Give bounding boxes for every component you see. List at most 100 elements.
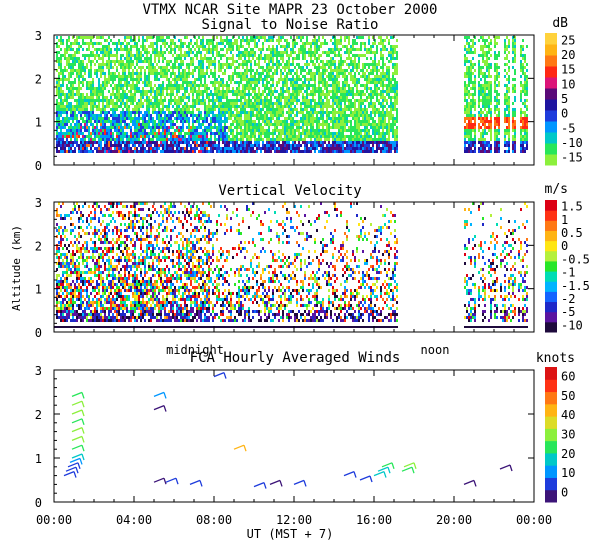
snr-cell — [64, 99, 66, 102]
snr-cell — [244, 111, 246, 114]
snr-cell — [316, 90, 318, 93]
snr-cell — [376, 75, 378, 78]
snr-cell — [244, 48, 246, 51]
snr-cell — [124, 45, 126, 48]
snr-cell — [166, 150, 168, 153]
figure-title: VTMX NCAR Site MAPR 23 October 2000 — [142, 2, 437, 18]
snr-cell — [186, 87, 188, 90]
snr-cell — [320, 123, 322, 126]
snr-cell — [378, 111, 380, 114]
snr-cell — [126, 78, 128, 81]
snr-cell — [200, 66, 202, 69]
snr-cell — [162, 135, 164, 138]
snr-cell — [300, 48, 302, 51]
snr-cell — [254, 132, 256, 135]
snr-cell — [174, 129, 176, 132]
snr-cell — [348, 135, 350, 138]
snr-cell — [268, 108, 270, 111]
snr-cell — [392, 114, 394, 117]
snr-cell — [120, 96, 122, 99]
snr-cell — [180, 147, 182, 150]
snr-cell — [70, 93, 72, 96]
snr-cell — [268, 87, 270, 90]
snr-cell — [212, 60, 214, 63]
snr-cell — [80, 144, 82, 147]
snr-cell — [264, 111, 266, 114]
snr-cell — [344, 120, 346, 123]
snr-cell — [298, 54, 300, 57]
snr-cell — [156, 45, 158, 48]
snr-cell — [96, 147, 98, 150]
snr-cell — [260, 51, 262, 54]
snr-cell — [270, 105, 272, 108]
snr-cell — [148, 120, 150, 123]
snr-cell — [366, 144, 368, 147]
snr-cell — [272, 105, 274, 108]
snr-cell — [136, 51, 138, 54]
snr-cell — [276, 120, 278, 123]
snr-cell — [262, 36, 264, 39]
snr-cell — [318, 150, 320, 153]
snr-cell — [316, 102, 318, 105]
snr-cell — [242, 36, 244, 39]
snr-cell — [94, 147, 96, 150]
snr-cell — [258, 138, 260, 141]
snr-cell — [250, 144, 252, 147]
snr-cell — [198, 63, 200, 66]
snr-cell — [118, 90, 120, 93]
snr-cell — [76, 42, 78, 45]
snr-cell — [98, 129, 100, 132]
snr-cell — [340, 72, 342, 75]
snr-cell — [330, 72, 332, 75]
snr-cell — [326, 42, 328, 45]
snr-cell — [206, 144, 208, 147]
snr-cell — [300, 111, 302, 114]
snr-cell — [216, 90, 218, 93]
snr-cell — [176, 135, 178, 138]
snr-cell — [244, 93, 246, 96]
snr-cell — [116, 135, 118, 138]
snr-cell — [148, 111, 150, 114]
snr-cell — [328, 54, 330, 57]
snr-cell — [146, 51, 148, 54]
snr-cell — [336, 123, 338, 126]
snr-cell — [284, 117, 286, 120]
snr-cell — [108, 111, 110, 114]
snr-cell — [168, 51, 170, 54]
snr-cell — [82, 60, 84, 63]
snr-cell — [364, 63, 366, 66]
snr-cell — [180, 39, 182, 42]
snr-cell — [170, 150, 172, 153]
snr-cell — [248, 135, 250, 138]
snr-cell — [242, 135, 244, 138]
snr-cell — [202, 45, 204, 48]
snr-cell — [146, 102, 148, 105]
snr-cell — [316, 120, 318, 123]
snr-cell — [158, 114, 160, 117]
snr-cell — [200, 123, 202, 126]
snr-cell — [296, 147, 298, 150]
snr-cell — [140, 144, 142, 147]
snr-cell — [112, 54, 114, 57]
snr-cell — [218, 51, 220, 54]
snr-cell — [330, 57, 332, 60]
snr-cell — [388, 105, 390, 108]
snr-cell — [120, 42, 122, 45]
snr-cell — [394, 87, 396, 90]
snr-cell — [368, 117, 370, 120]
snr-cell — [270, 132, 272, 135]
snr-cell — [248, 90, 250, 93]
snr-cell — [102, 102, 104, 105]
snr-cell — [254, 129, 256, 132]
snr-cell — [68, 57, 70, 60]
snr-cell — [152, 36, 154, 39]
snr-cell — [382, 72, 384, 75]
snr-cell — [202, 120, 204, 123]
snr-cell — [226, 81, 228, 84]
snr-cell — [342, 45, 344, 48]
snr-cell — [206, 141, 208, 144]
snr-cell — [358, 102, 360, 105]
snr-cell — [228, 75, 230, 78]
snr-cell — [244, 147, 246, 150]
snr-cell — [276, 126, 278, 129]
